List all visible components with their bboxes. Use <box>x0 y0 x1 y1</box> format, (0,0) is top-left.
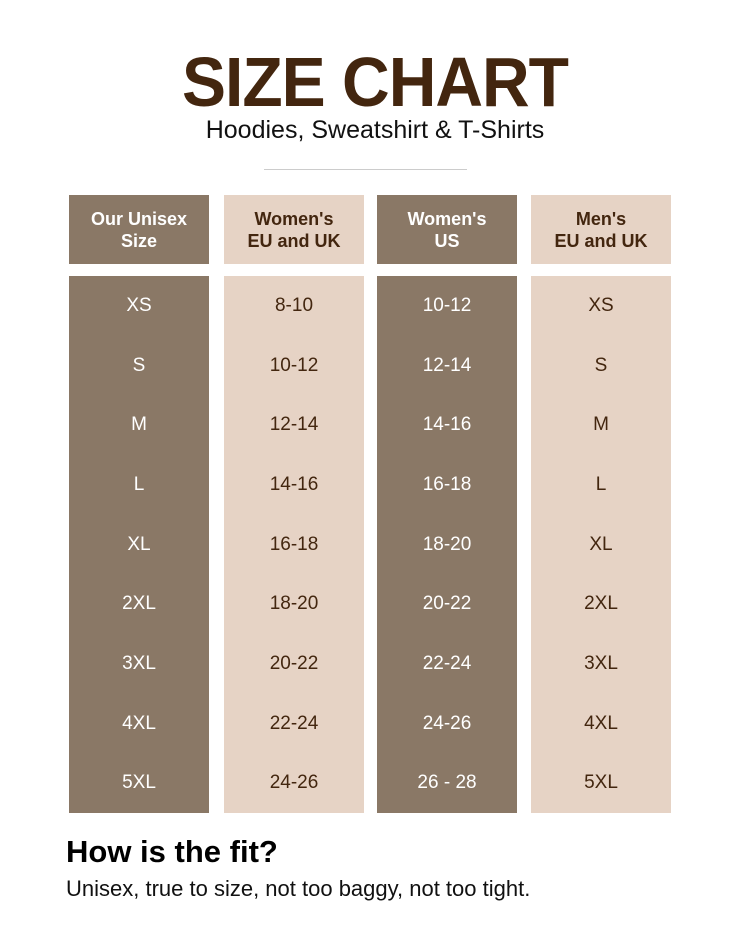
table-cell: 14-16 <box>269 473 319 495</box>
table-cell: 5XL <box>122 772 156 794</box>
table-cell: 16-18 <box>422 473 472 495</box>
table-cell: 14-16 <box>422 414 472 436</box>
table-cell: 2XL <box>122 593 156 615</box>
table-cell: L <box>595 473 607 495</box>
table-cell: 20-22 <box>269 652 319 674</box>
table-cell: L <box>133 473 145 495</box>
column-header: Women's EU and UK <box>224 195 364 264</box>
table-cell: XS <box>588 294 614 316</box>
table-cell: XL <box>127 533 151 555</box>
column-body: 10-12 12-14 14-16 16-18 18-20 20-22 22-24 24-26… <box>377 276 517 813</box>
table-cell: 24-26 <box>269 772 319 794</box>
column-header: Women's US <box>377 195 517 264</box>
table-cell: 24-26 <box>422 712 472 734</box>
table-cell: M <box>131 414 147 436</box>
fit-heading: How is the fit? <box>66 834 278 869</box>
table-cell: XS <box>126 294 152 316</box>
table-cell: 5XL <box>584 772 618 794</box>
table-cell: 26 - 28 <box>417 772 477 794</box>
table-cell: 3XL <box>122 652 156 674</box>
fit-text: Unisex, true to size, not too baggy, not… <box>66 876 531 901</box>
table-cell: S <box>132 354 146 376</box>
table-cell: XL <box>589 533 613 555</box>
table-cell: S <box>594 354 608 376</box>
table-cell: 18-20 <box>269 593 319 615</box>
column-body: XS S M L XL 2XL 3XL 4XL 5XL <box>69 276 209 813</box>
column-body: 8-10 10-12 12-14 14-16 16-18 18-20 20-22 22-24 2… <box>224 276 364 813</box>
table-cell: 16-18 <box>269 533 319 555</box>
table-cell: 8-10 <box>274 294 314 316</box>
table-cell: 4XL <box>122 712 156 734</box>
column-header: Our Unisex Size <box>69 195 209 264</box>
table-cell: 12-14 <box>422 354 472 376</box>
table-cell: 4XL <box>584 712 618 734</box>
table-cell: 20-22 <box>422 593 472 615</box>
table-cell: 22-24 <box>422 652 472 674</box>
table-cell: 10-12 <box>422 294 472 316</box>
table-cell: 18-20 <box>422 533 472 555</box>
page-title: SIZE CHART <box>182 43 569 121</box>
table-cell: 12-14 <box>269 414 319 436</box>
table-cell: M <box>593 414 609 436</box>
divider <box>264 169 467 170</box>
column-body: XS S M L XL 2XL 3XL 4XL 5XL <box>531 276 671 813</box>
table-cell: 22-24 <box>269 712 319 734</box>
subtitle: Hoodies, Sweatshirt & T-Shirts <box>205 116 545 144</box>
table-cell: 3XL <box>584 652 618 674</box>
column-header: Men's EU and UK <box>531 195 671 264</box>
table-cell: 10-12 <box>269 354 319 376</box>
table-cell: 2XL <box>584 593 618 615</box>
